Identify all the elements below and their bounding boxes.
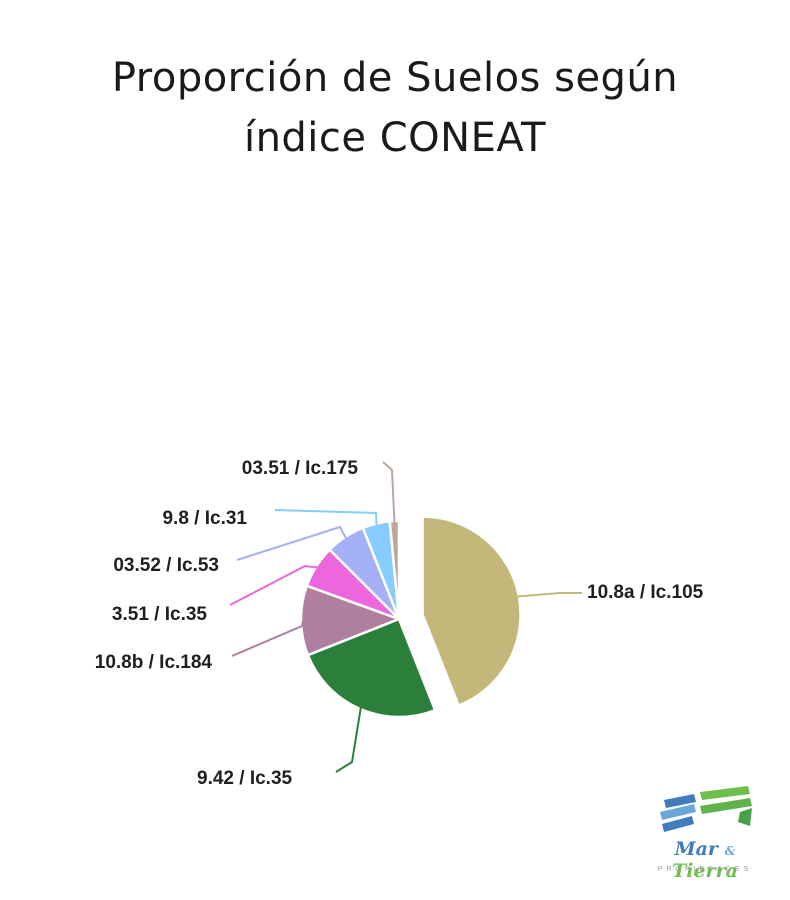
leader-line — [231, 620, 304, 657]
company-logo: Mar & Tierra PROPIEDADES — [640, 782, 770, 882]
logo-brand-word2: Tierra — [672, 860, 738, 882]
leader-line — [229, 564, 319, 606]
leader-line — [335, 706, 362, 773]
slice-label: 10.8a / Ic.105 — [587, 582, 704, 603]
chart-title-line-2: índice CONEAT — [243, 115, 547, 161]
slice-label: 03.51 / Ic.175 — [242, 458, 359, 479]
slice-label: 9.42 / Ic.35 — [197, 768, 293, 789]
pie-slice — [421, 515, 522, 708]
logo-brand-word1: Mar — [674, 838, 718, 860]
logo-subtitle: PROPIEDADES — [657, 866, 753, 873]
slice-label: 03.52 / Ic.53 — [113, 555, 219, 576]
logo-mark-icon — [660, 786, 752, 832]
leader-line — [236, 525, 348, 561]
logo-brand: Mar & Tierra — [640, 838, 770, 882]
pie-slice — [299, 584, 403, 657]
slice-label: 3.51 / Ic.35 — [112, 604, 208, 625]
leader-line — [274, 509, 378, 526]
chart-title-line-1: Proporción de Suelos según — [111, 55, 679, 101]
leader-line — [382, 461, 396, 524]
logo-brand-amp: & — [724, 844, 736, 858]
leader-line — [516, 592, 582, 598]
slice-label: 10.8b / Ic.184 — [95, 652, 213, 673]
chart-title: Proporción de Suelos según índice CONEAT — [0, 48, 790, 168]
slice-label: 9.8 / Ic.31 — [162, 508, 247, 529]
